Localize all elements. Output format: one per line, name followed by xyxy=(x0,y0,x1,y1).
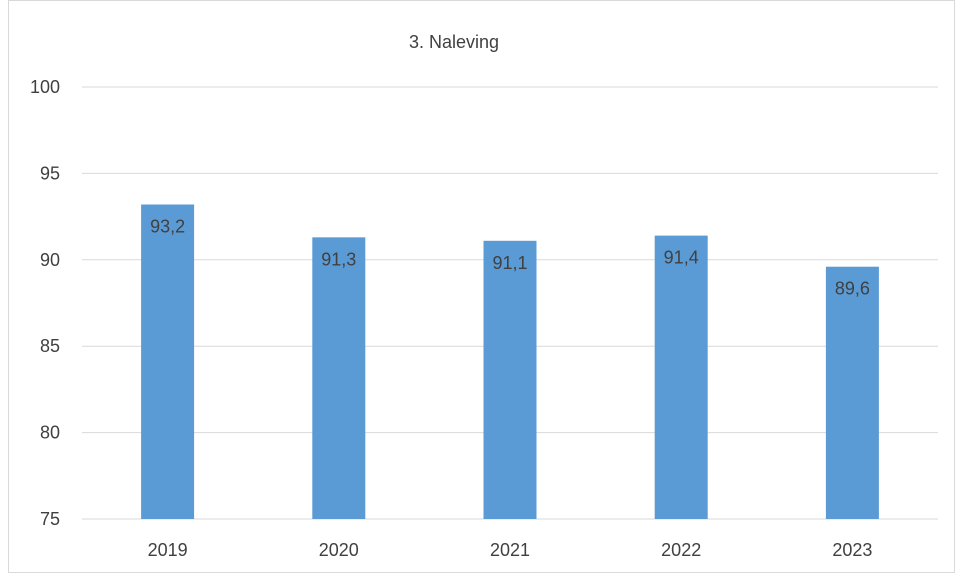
x-axis-categories: 2019 2020 2021 2022 2023 xyxy=(148,540,873,560)
y-tick-label: 90 xyxy=(40,250,60,270)
y-tick-label: 95 xyxy=(40,163,60,183)
y-tick-label: 75 xyxy=(40,509,60,529)
bars xyxy=(141,204,879,520)
y-axis-ticks: 75 80 85 90 95 100 xyxy=(30,77,60,529)
data-label-2019: 93,2 xyxy=(150,217,185,237)
y-tick-label: 80 xyxy=(40,423,60,443)
gridlines xyxy=(82,86,938,520)
data-label-2022: 91,4 xyxy=(664,248,699,268)
x-category-label-2023: 2023 xyxy=(832,540,872,560)
x-category-label-2019: 2019 xyxy=(148,540,188,560)
chart-title: 3. Naleving xyxy=(409,32,499,52)
data-label-2021: 91,1 xyxy=(492,253,527,273)
y-tick-label: 85 xyxy=(40,336,60,356)
bar-2023 xyxy=(825,266,879,519)
data-label-2020: 91,3 xyxy=(321,249,356,269)
y-tick-label: 100 xyxy=(30,77,60,97)
bar-2019 xyxy=(141,204,195,519)
x-category-label-2021: 2021 xyxy=(490,540,530,560)
bar-2020 xyxy=(312,237,366,519)
x-category-label-2020: 2020 xyxy=(319,540,359,560)
bar-2021 xyxy=(483,240,537,520)
data-label-2023: 89,6 xyxy=(835,279,870,299)
data-labels: 93,2 91,3 91,1 91,4 89,6 xyxy=(150,217,870,299)
x-category-label-2022: 2022 xyxy=(661,540,701,560)
bar-2022 xyxy=(654,235,708,519)
